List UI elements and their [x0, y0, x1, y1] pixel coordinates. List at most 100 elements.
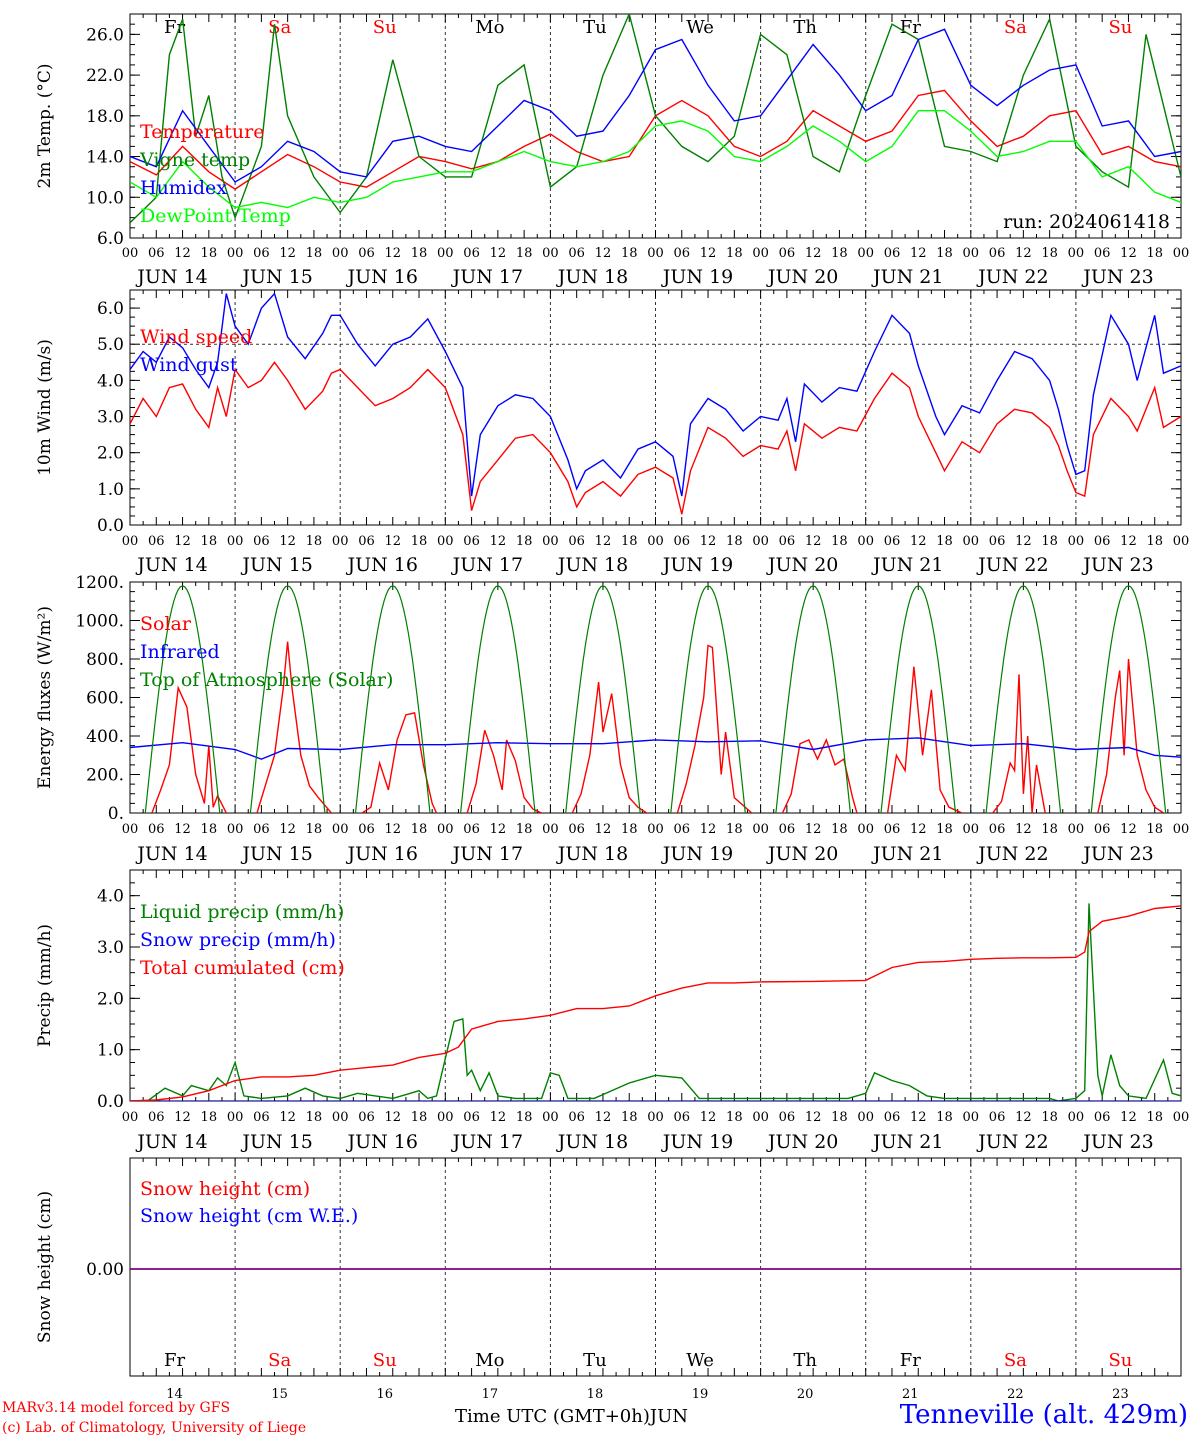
date-label: JUN 14 — [135, 843, 207, 865]
series-top-of-atmosphere-solar-line — [144, 585, 221, 813]
hour-tick-label: 06 — [568, 246, 585, 261]
weekday-label: We — [686, 1350, 714, 1371]
hour-tick-label: 18 — [936, 246, 953, 261]
hour-tick-label: 06 — [148, 822, 165, 837]
hour-tick-label: 00 — [332, 822, 349, 837]
series-solar-line — [466, 729, 542, 813]
date-label: JUN 15 — [240, 266, 312, 288]
hour-tick-label: 00 — [857, 534, 874, 549]
hour-tick-label: 18 — [201, 1110, 218, 1125]
hour-tick-label: 18 — [201, 534, 218, 549]
hour-tick-label: 06 — [884, 1110, 901, 1125]
hour-tick-label: 12 — [910, 534, 927, 549]
hour-tick-label: 18 — [306, 1110, 323, 1125]
hour-tick-label: 18 — [726, 822, 743, 837]
weekday-label: Su — [1108, 17, 1132, 38]
hour-tick-label: 18 — [1146, 822, 1163, 837]
series-infrared-legend: Infrared — [140, 641, 220, 663]
date-label: JUN 21 — [871, 266, 943, 288]
y-tick-label: 4.0 — [97, 371, 124, 391]
series-group — [130, 292, 1181, 515]
hour-tick-label: 18 — [831, 246, 848, 261]
series-snow-height-cm-w-e-legend: Snow height (cm W.E.) — [140, 1205, 358, 1227]
hour-tick-label: 06 — [358, 822, 375, 837]
day-number-label: 20 — [797, 1387, 814, 1402]
hour-tick-label: 12 — [1120, 534, 1137, 549]
weekday-label: Fr — [164, 1350, 185, 1371]
date-label: JUN 15 — [240, 554, 312, 576]
hour-tick-label: 12 — [595, 822, 612, 837]
day-number-label: 18 — [587, 1387, 604, 1402]
hour-tick-label: 12 — [1015, 534, 1032, 549]
hour-tick-label: 12 — [174, 822, 191, 837]
hour-tick-label: 18 — [621, 822, 638, 837]
hour-tick-label: 12 — [1015, 246, 1032, 261]
series-group — [130, 14, 1181, 224]
date-label: JUN 22 — [976, 554, 1048, 576]
weekday-label: Th — [793, 1350, 817, 1371]
y-tick-label: 14.0 — [86, 148, 124, 168]
date-label: JUN 19 — [661, 1131, 733, 1153]
hour-tick-label: 18 — [201, 822, 218, 837]
hour-tick-label: 12 — [700, 822, 717, 837]
date-label: JUN 17 — [451, 266, 523, 288]
hour-tick-label: 06 — [884, 246, 901, 261]
series-top-of-atmosphere-solar-line — [249, 585, 326, 813]
hour-tick-label: 06 — [358, 1110, 375, 1125]
hour-tick-label: 00 — [122, 822, 139, 837]
hour-tick-label: 18 — [831, 1110, 848, 1125]
hour-tick-label: 00 — [122, 246, 139, 261]
series-humidex-line — [130, 28, 1181, 183]
hour-tick-label: 00 — [332, 246, 349, 261]
date-label: JUN 21 — [871, 554, 943, 576]
day-number-label: 15 — [271, 1387, 288, 1402]
hour-tick-label: 12 — [1120, 246, 1137, 261]
hour-tick-label: 00 — [122, 1110, 139, 1125]
hour-tick-label: 12 — [279, 1110, 296, 1125]
hour-tick-label: 18 — [1041, 1110, 1058, 1125]
y-tick-label: 2.0 — [97, 444, 124, 464]
series-dewpoint-temp-legend: DewPoint Temp — [140, 205, 291, 227]
hour-tick-label: 18 — [936, 1110, 953, 1125]
hour-tick-label: 18 — [516, 1110, 533, 1125]
y-tick-label: 6.0 — [97, 229, 124, 249]
y-axis-title: 2m Temp. (°C) — [35, 63, 55, 188]
date-label: JUN 17 — [451, 1131, 523, 1153]
panel-5: 0.00 Snow height (cm) Fr Sa Su Mo Tu We Th Fr Sa Su… — [35, 1157, 1182, 1402]
hour-tick-label: 00 — [542, 822, 559, 837]
day-number-label: 22 — [1007, 1387, 1024, 1402]
y-tick-label: 18.0 — [86, 107, 124, 127]
hour-tick-label: 00 — [1068, 534, 1085, 549]
hour-tick-label: 00 — [1173, 246, 1190, 261]
series-dewpoint-temp-line — [130, 110, 1181, 209]
y-axis-title: Precip (mm/h) — [35, 924, 55, 1047]
hour-tick-label: 18 — [411, 822, 428, 837]
y-tick-label: 0. — [108, 804, 124, 824]
hour-tick-label: 12 — [595, 246, 612, 261]
hour-tick-label: 06 — [253, 822, 270, 837]
panel-4: 0.0 1.0 2.0 3.0 4.0 Precip (mm/h) 00 06 12 18 JUN … — [35, 869, 1190, 1153]
hour-tick-label: 00 — [647, 822, 664, 837]
hour-tick-label: 06 — [674, 534, 691, 549]
hour-tick-label: 00 — [1173, 1110, 1190, 1125]
y-tick-label: 1.0 — [97, 480, 124, 500]
day-number-label: 17 — [482, 1387, 499, 1402]
hour-tick-label: 00 — [542, 534, 559, 549]
hour-tick-label: 00 — [542, 246, 559, 261]
series-vigne-temp-legend: Vigne temp — [139, 149, 250, 171]
hour-tick-label: 12 — [279, 534, 296, 549]
series-solar-line — [1097, 658, 1164, 813]
y-tick-label: 400. — [86, 727, 124, 747]
hour-tick-label: 12 — [490, 534, 507, 549]
series-top-of-atmosphere-solar-line — [565, 585, 641, 813]
hour-tick-label: 18 — [411, 1110, 428, 1125]
y-tick-label: 0.0 — [97, 1092, 124, 1112]
hour-tick-label: 00 — [963, 822, 980, 837]
hour-tick-label: 18 — [831, 822, 848, 837]
hour-tick-label: 12 — [490, 1110, 507, 1125]
hour-tick-label: 06 — [989, 246, 1006, 261]
weekday-label: Fr — [164, 17, 185, 38]
hour-tick-label: 06 — [1094, 1110, 1111, 1125]
hour-tick-label: 06 — [884, 822, 901, 837]
series-snow-height-cm-legend: Snow height (cm) — [140, 1178, 310, 1200]
